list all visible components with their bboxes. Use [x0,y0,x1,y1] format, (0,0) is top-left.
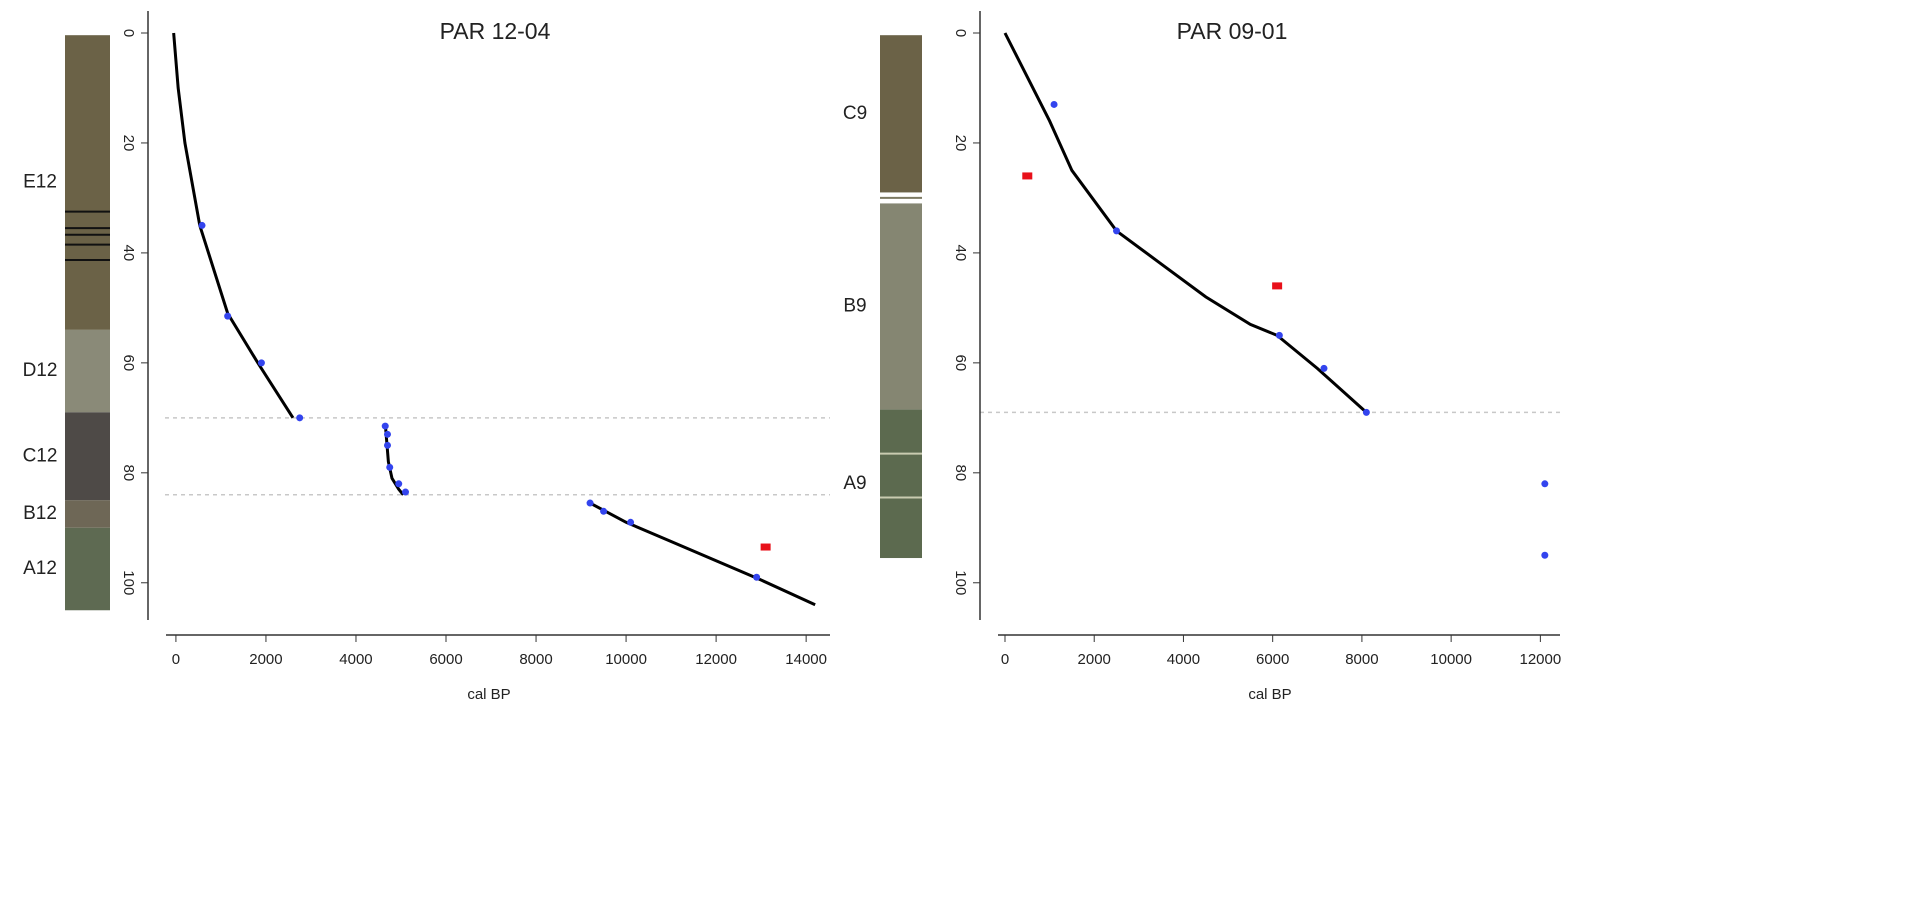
unit-label: B9 [843,296,866,317]
date-point [296,414,304,422]
date-point [198,221,206,229]
strat-unit [65,412,110,501]
date-point [586,499,594,507]
outlier-point [760,543,771,551]
x-tick-label: 6000 [429,651,462,668]
date-point [1113,227,1121,235]
y-tick-label: 40 [952,245,969,262]
x-tick-label: 6000 [1256,651,1289,668]
unit-label: A9 [843,473,866,494]
date-point [1362,408,1370,416]
y-tick-label: 0 [120,29,137,37]
strat-unit [65,527,110,611]
chart-title: PAR 09-01 [1177,18,1288,44]
strat-unit [880,35,922,193]
x-tick-label: 4000 [1167,651,1200,668]
unit-label: C9 [843,103,867,124]
y-tick-label: 60 [952,355,969,372]
x-tick-label: 2000 [249,651,282,668]
y-tick-label: 100 [952,570,969,595]
x-tick-label: 4000 [339,651,372,668]
x-tick-label: 8000 [519,651,552,668]
outlier-point [1272,282,1283,290]
age-model [172,32,816,607]
date-point [224,312,232,320]
outlier-point [1022,172,1033,180]
date-point [381,422,389,430]
y-tick-label: 80 [120,464,137,481]
y-tick-label: 0 [952,29,969,37]
strat-unit [880,409,922,559]
unit-label: D12 [23,360,58,381]
x-tick-label: 12000 [695,651,737,668]
date-point [386,463,394,471]
date-point [395,480,403,488]
unit-label: C12 [23,445,58,466]
y-tick-label: 100 [120,570,137,595]
x-tick-label: 8000 [1345,651,1378,668]
x-tick-label: 0 [1001,651,1009,668]
date-point [1541,551,1549,559]
date-point [383,430,391,438]
date-point [627,518,635,526]
x-tick-label: 14000 [785,651,827,668]
x-tick-label: 12000 [1520,651,1562,668]
y-tick-label: 80 [952,464,969,481]
date-point [401,488,409,496]
date-point [1275,331,1283,339]
x-tick-label: 2000 [1078,651,1111,668]
x-tick-label: 10000 [1430,651,1472,668]
x-tick-label: 0 [172,651,180,668]
y-tick-label: 40 [120,245,137,262]
x-axis-label: cal BP [1248,686,1291,703]
date-point [1541,480,1549,488]
strat-unit [65,35,110,330]
strat-unit [880,203,922,410]
date-point [1320,364,1328,372]
strat-unit [65,329,110,413]
x-axis-label: cal BP [467,686,510,703]
unit-label: E12 [23,172,57,193]
strat-unit [65,500,110,528]
y-tick-label: 60 [120,355,137,372]
unit-label: B12 [23,503,57,524]
date-point [600,507,608,515]
date-point [1050,100,1058,108]
date-point [753,573,761,581]
unit-label: A12 [23,558,57,579]
y-tick-label: 20 [952,135,969,152]
age-model [1003,32,1368,414]
date-point [257,359,265,367]
date-point [383,441,391,449]
x-tick-label: 10000 [605,651,647,668]
chart-title: PAR 12-04 [440,18,551,44]
y-tick-label: 20 [120,135,137,152]
